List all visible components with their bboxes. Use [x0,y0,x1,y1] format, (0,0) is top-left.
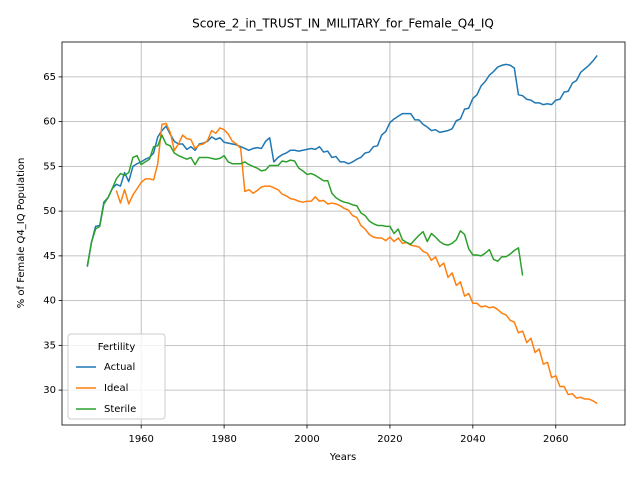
x-tick-label: 2000 [294,434,319,445]
y-tick-label: 30 [43,385,56,396]
y-tick-label: 40 [43,296,56,307]
y-tick-label: 60 [43,117,56,128]
legend-label: Actual [104,362,135,373]
x-axis-label: Years [329,452,356,463]
plot-frame [61,41,626,426]
legend-label: Sterile [104,404,136,415]
x-tick-label: 2020 [377,434,402,445]
y-tick-label: 55 [43,161,56,172]
y-tick-label: 45 [43,251,56,262]
legend-label: Ideal [104,383,128,394]
x-tick-label: 1960 [128,434,153,445]
y-tick-label: 65 [43,72,56,83]
legend-title: Fertility [98,342,136,353]
x-tick-label: 1980 [211,434,236,445]
series-line [86,54,598,267]
y-tick-label: 50 [43,206,56,217]
series-line [115,122,598,405]
legend-box [67,333,166,420]
y-tick-label: 35 [43,340,56,351]
series-line [86,134,524,276]
y-axis-label: % of Female Q4_IQ Population [16,158,27,309]
chart-title: Score_2_in_TRUST_IN_MILITARY_for_Female_… [192,17,494,31]
x-tick-label: 2040 [460,434,485,445]
x-tick-label: 2060 [543,434,568,445]
